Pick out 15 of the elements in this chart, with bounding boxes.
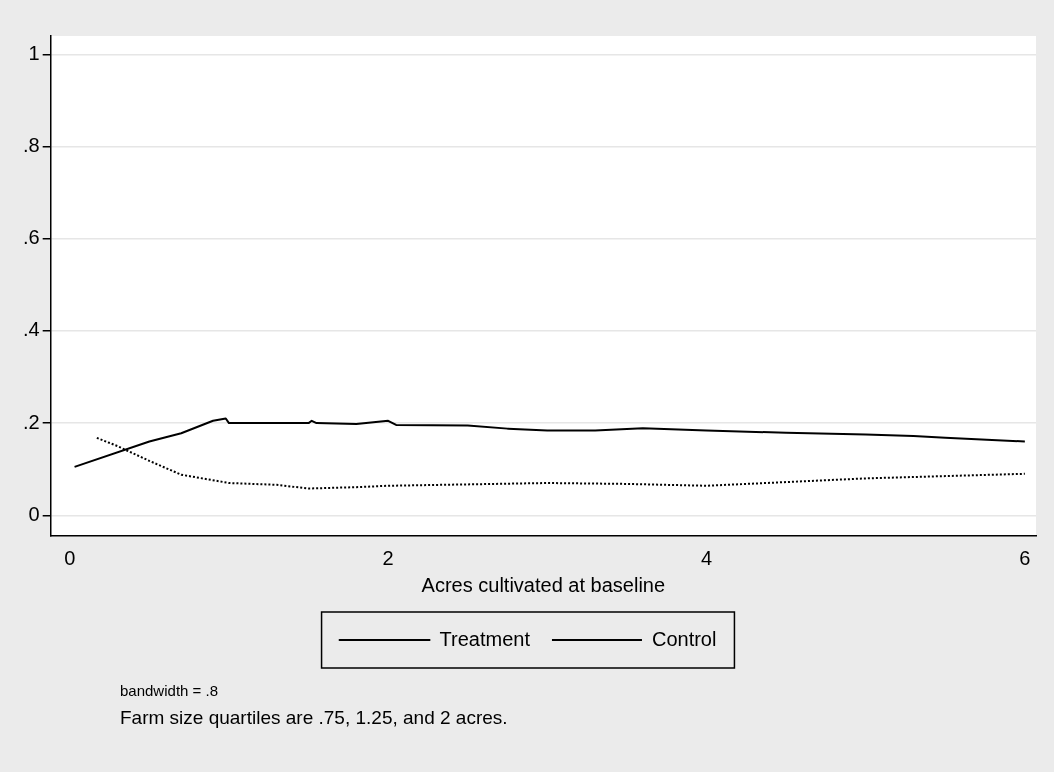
y-tick-label: 0 [28, 502, 40, 525]
y-tick-label: .2 [22, 410, 40, 433]
legend-label: Control [651, 627, 717, 650]
text: Farm size quartiles are .75, 1.25, and 2 acres. [120, 707, 508, 729]
y-tick-label: .6 [22, 226, 40, 249]
x-tick-label: 6 [1019, 546, 1031, 569]
x-tick-label: 2 [382, 546, 394, 569]
y-tick-label: .4 [22, 318, 40, 341]
y-tick-label: .8 [22, 134, 40, 157]
x-tick-label: 0 [64, 546, 76, 569]
y-tick-label: 1 [28, 41, 40, 64]
x-tick-label: 4 [700, 546, 713, 569]
legend-label: Treatment [439, 627, 531, 650]
text: bandwidth = .8 [120, 682, 219, 699]
x-axis-title: Acres cultivated at baseline [421, 573, 666, 596]
